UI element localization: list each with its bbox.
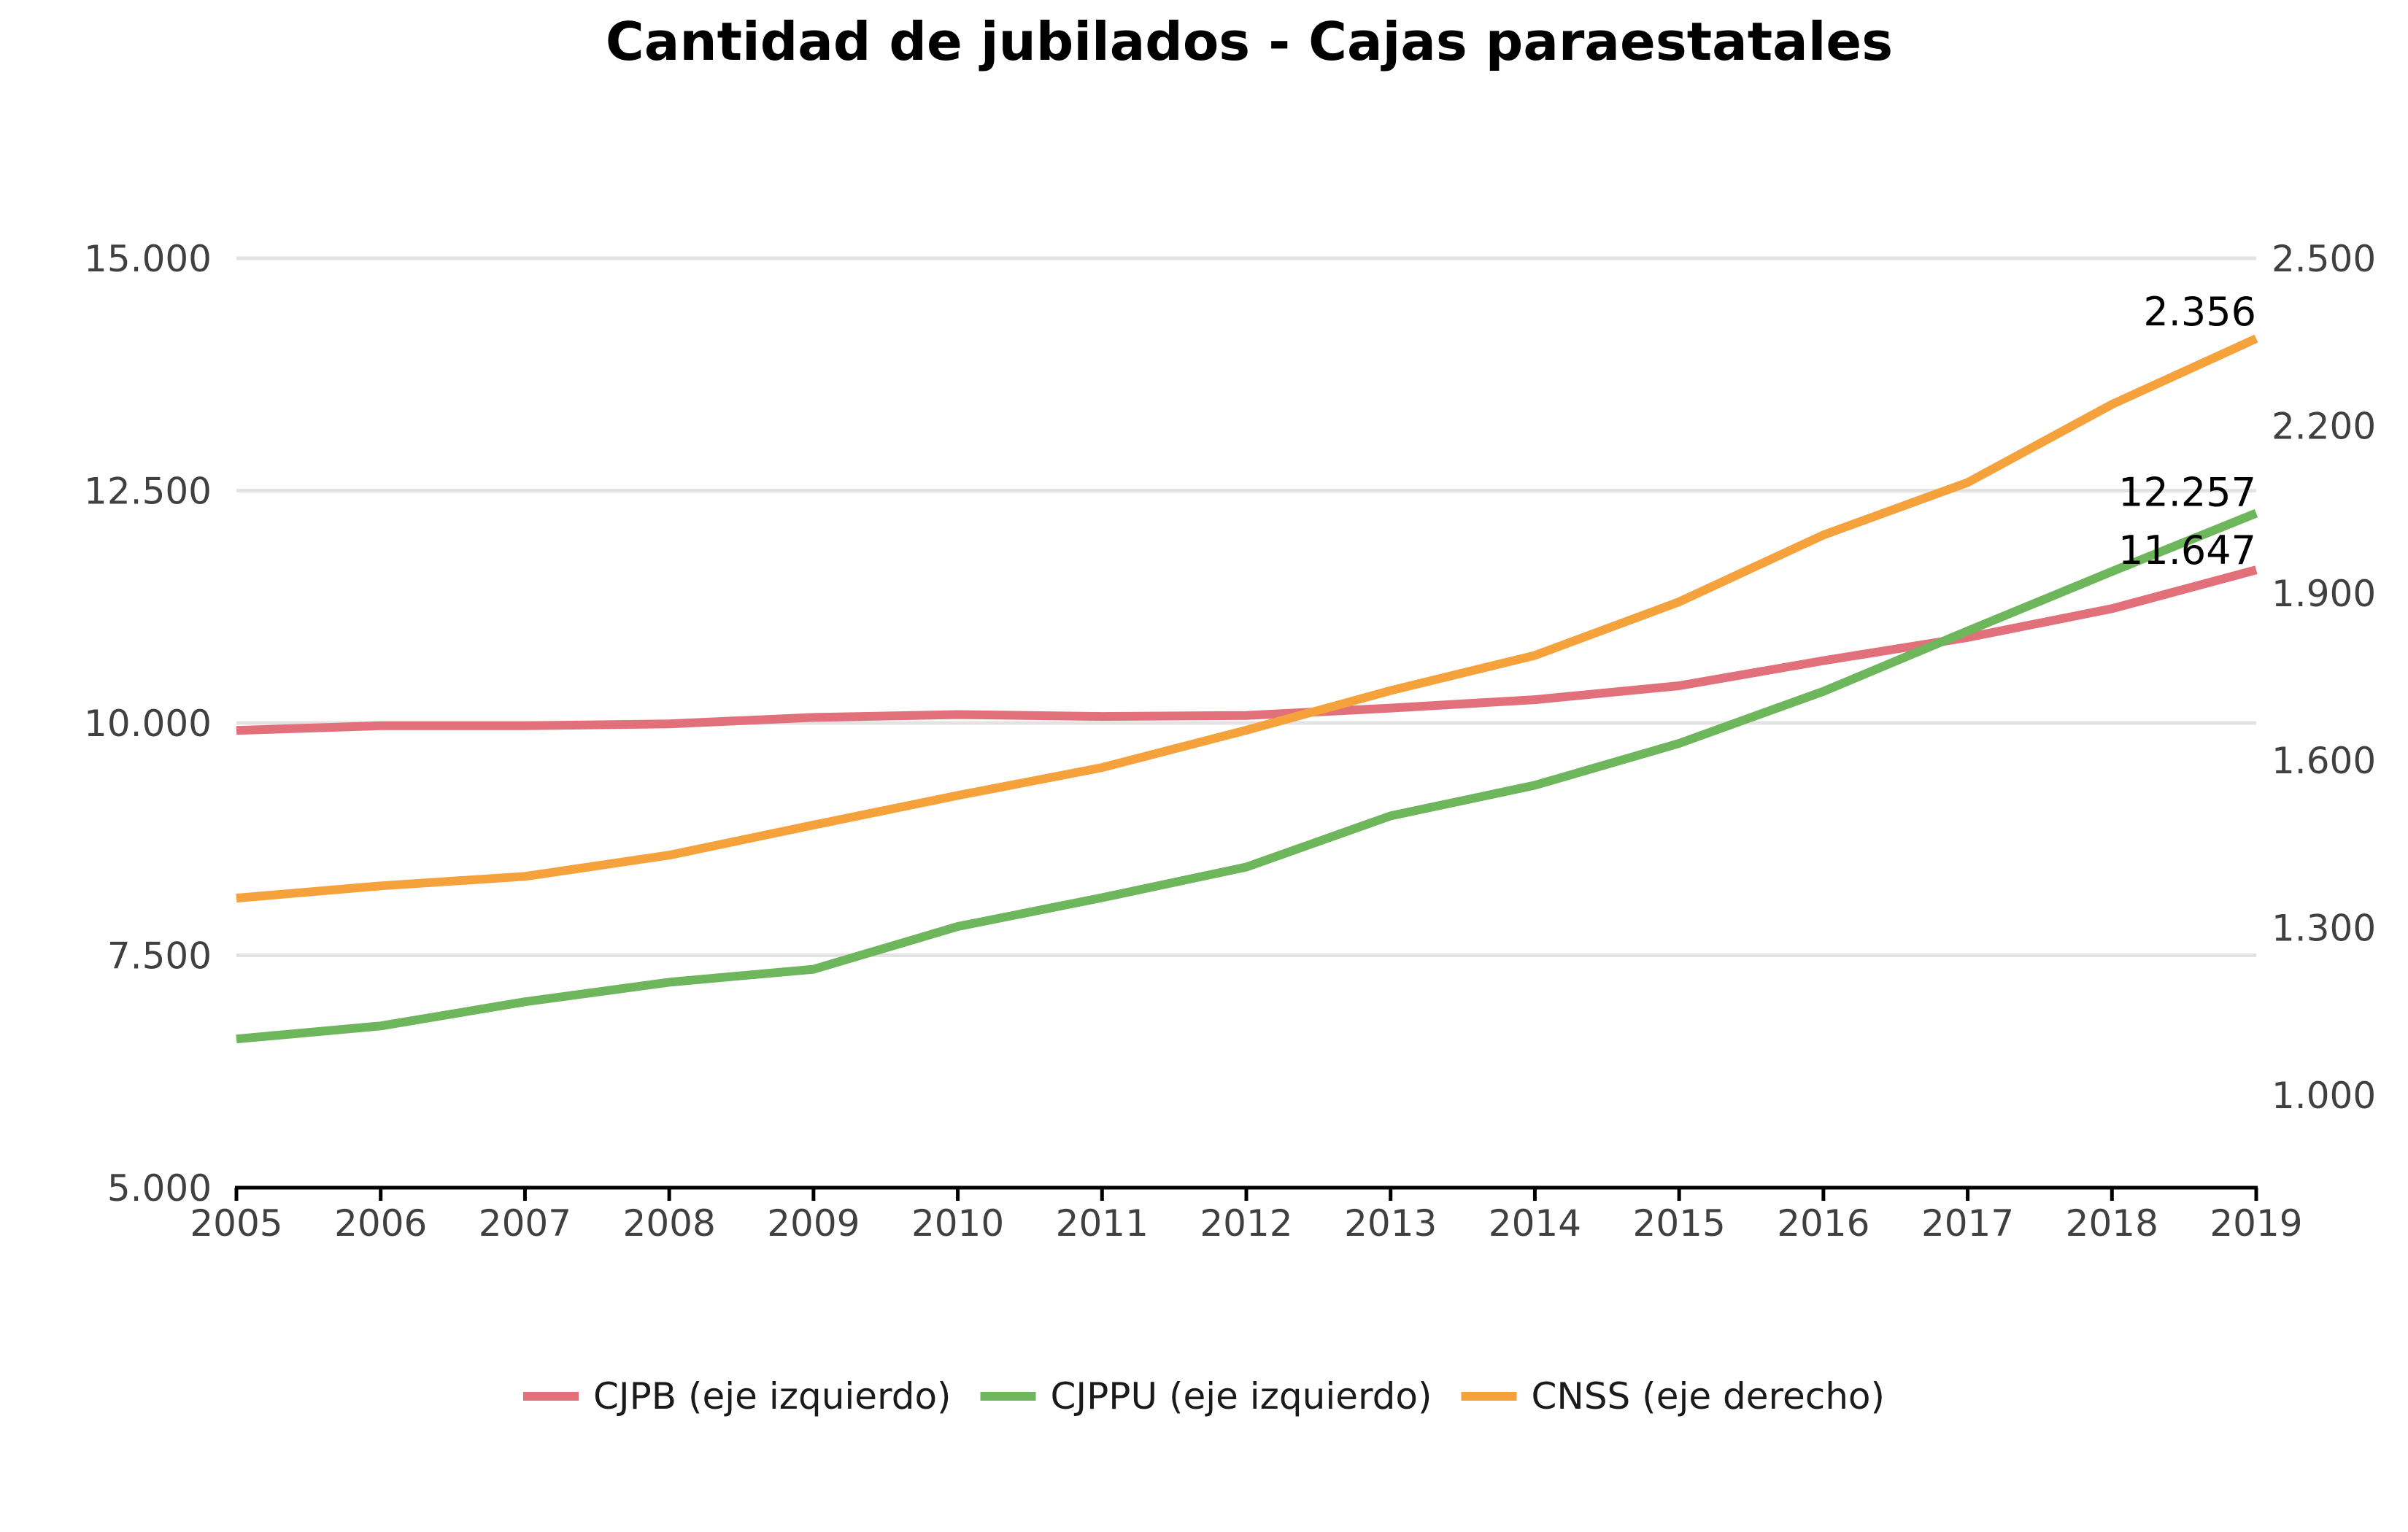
legend-label: CNSS (eje derecho) <box>1532 1375 1886 1417</box>
y-left-tick-label: 10.000 <box>84 703 212 745</box>
legend-item: CNSS (eje derecho) <box>1461 1375 1886 1417</box>
x-tick-label: 2010 <box>911 1202 1004 1245</box>
x-tick-label: 2016 <box>1777 1202 1869 1245</box>
series-line-cjppu <box>236 508 2258 1044</box>
x-tick-label: 2006 <box>334 1202 427 1245</box>
y-left-tick-label: 12.500 <box>84 471 212 513</box>
y-left-tick-label: 7.500 <box>107 935 212 978</box>
chart-title: Cantidad de jubilados - Cajas paraestata… <box>606 11 1893 72</box>
gridlines <box>236 256 2256 957</box>
legend-item: CJPPU (eje izquierdo) <box>980 1375 1432 1417</box>
y-left-tick-label: 15.000 <box>84 238 212 280</box>
y-right-tick-label: 1.300 <box>2272 908 2376 950</box>
legend-label: CJPPU (eje izquierdo) <box>1051 1375 1432 1417</box>
y-right-tick-label: 2.200 <box>2272 405 2376 447</box>
y-right-tick-label: 1.900 <box>2272 573 2376 615</box>
y-left-tick-label: 5.000 <box>107 1167 212 1210</box>
x-tick-label: 2014 <box>1489 1202 1581 1245</box>
x-tick-label: 2018 <box>2066 1202 2158 1245</box>
end-value-label: 2.356 <box>2143 289 2256 335</box>
y-right-tick-label: 1.000 <box>2272 1075 2376 1117</box>
legend-label: CJPB (eje izquierdo) <box>593 1375 952 1417</box>
x-tick-label: 2005 <box>190 1202 282 1245</box>
end-value-label: 11.647 <box>2118 527 2256 573</box>
series-lines <box>236 334 2258 1044</box>
end-value-label: 12.257 <box>2118 469 2256 515</box>
x-tick-label: 2012 <box>1200 1202 1292 1245</box>
x-tick-label: 2017 <box>1921 1202 2014 1245</box>
x-tick-label: 2019 <box>2210 1202 2302 1245</box>
series-line-cjpb <box>236 565 2258 735</box>
x-tick-label: 2015 <box>1633 1202 1726 1245</box>
data-labels: 11.647 12.257 2.356 <box>2118 289 2256 573</box>
y-right-tick-label: 1.600 <box>2272 740 2376 782</box>
axes: 5.000 7.500 10.000 12.500 15.000 1.000 1.300 1.… <box>84 238 2376 1245</box>
legend-item: CJPB (eje izquierdo) <box>523 1375 952 1417</box>
x-tick-label: 2009 <box>767 1202 860 1245</box>
legend: CJPB (eje izquierdo) CJPPU (eje izquierdo… <box>523 1375 1885 1417</box>
x-tick-label: 2008 <box>623 1202 716 1245</box>
series-line-cnss <box>236 334 2258 903</box>
x-tick-label: 2007 <box>479 1202 571 1245</box>
y-right-tick-label: 2.500 <box>2272 238 2376 280</box>
x-tick-label: 2011 <box>1056 1202 1149 1245</box>
x-tick-label: 2013 <box>1344 1202 1437 1245</box>
